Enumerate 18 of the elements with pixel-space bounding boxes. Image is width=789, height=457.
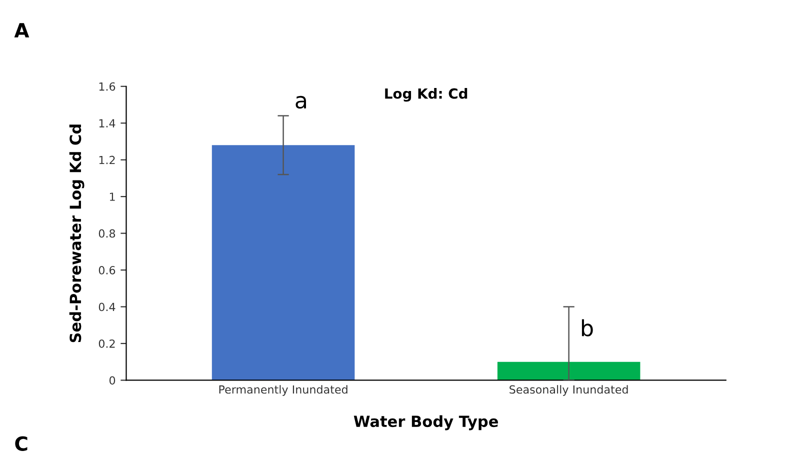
y-tick-label: 0.2 [98,339,115,348]
y-tick-label: 0.4 [98,302,116,312]
y-tick-label: 0 [109,376,116,385]
y-tick-label: 1 [110,192,115,201]
text: C [15,436,28,451]
x-axis-title: Water Body Type [354,415,498,430]
annotation: a [296,96,306,109]
x-tick-label: Seasonally Inundated [510,385,628,396]
y-tick-label: 1.2 [99,156,115,164]
y-tick-label: 0.8 [98,229,116,238]
chart-title: Log Kd: Cd [385,88,468,102]
y-axis-title: Sed-Porewater Log Kd Cd [69,124,84,342]
y-tick-label: 1.6 [99,82,116,91]
y-tick-label: 0.6 [98,266,116,274]
y-tick-label: 1.4 [99,119,116,128]
text: A [14,23,30,38]
annotation: b [582,319,593,336]
x-tick-label: Permanently Inundated [219,385,348,396]
